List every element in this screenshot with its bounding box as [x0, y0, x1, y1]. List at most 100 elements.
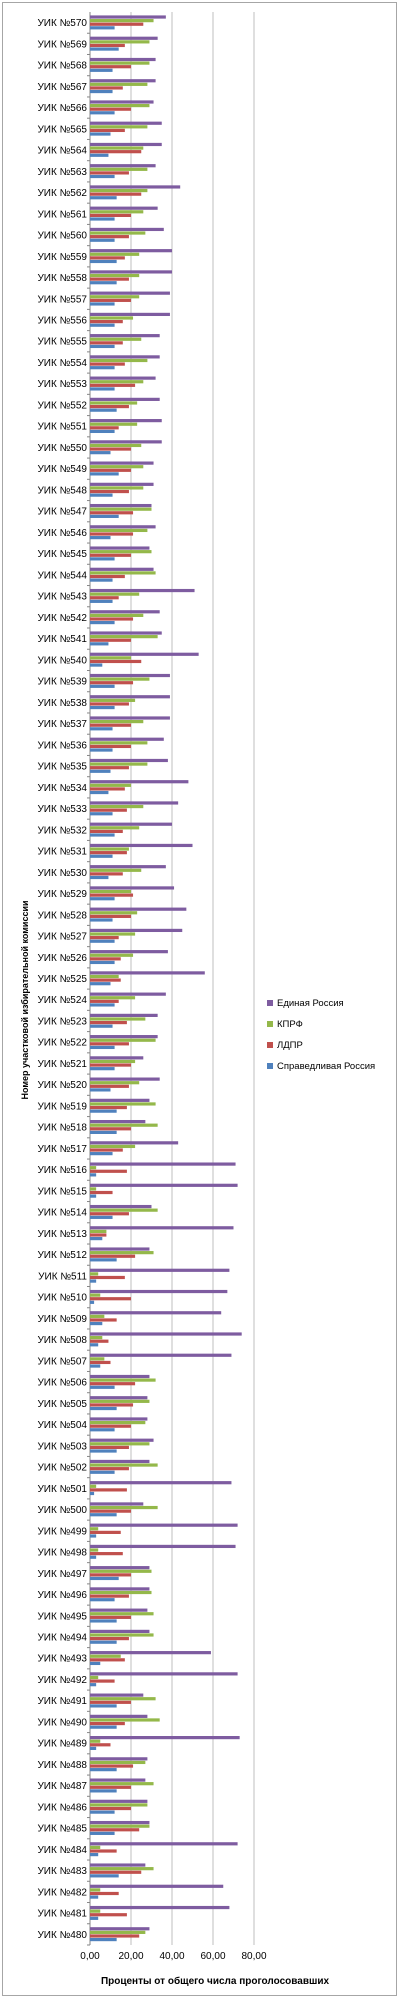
- category-label: УИК №508: [37, 1335, 87, 1346]
- bar: [90, 57, 156, 62]
- bar: [90, 298, 131, 302]
- bar: [90, 727, 113, 731]
- category-label: УИК №560: [37, 231, 87, 242]
- bar: [90, 1187, 97, 1191]
- legend-swatch: [267, 1063, 273, 1069]
- bar: [90, 277, 129, 281]
- bars-group: [90, 15, 242, 1942]
- bar: [90, 316, 134, 320]
- bar: [90, 426, 119, 430]
- bar: [90, 302, 115, 306]
- bar: [90, 1509, 131, 1513]
- bar: [90, 422, 138, 426]
- bar: [90, 928, 183, 933]
- category-label: УИК №541: [37, 634, 87, 645]
- bar: [90, 210, 144, 214]
- bar: [90, 1736, 240, 1740]
- category-label: УИК №500: [37, 1505, 87, 1516]
- bar: [90, 659, 142, 664]
- bar: [90, 1683, 97, 1687]
- bar: [90, 1109, 117, 1113]
- bar: [90, 574, 125, 579]
- bar: [90, 829, 123, 834]
- bar: [90, 1449, 117, 1453]
- bar: [90, 1272, 99, 1276]
- category-labels: УИК №570 УИК №569 УИК №568 УИК №567 УИК №566…: [37, 18, 90, 1946]
- bar: [90, 1782, 154, 1786]
- category-label: УИК №489: [37, 1739, 87, 1750]
- category-label: УИК №495: [37, 1611, 87, 1622]
- bar: [90, 588, 195, 593]
- bar: [90, 344, 115, 349]
- bar: [90, 1300, 95, 1304]
- bar: [90, 596, 119, 600]
- category-label: УИК №504: [37, 1420, 87, 1431]
- bar: [90, 1233, 107, 1237]
- bar: [90, 1318, 117, 1322]
- bar: [90, 26, 115, 30]
- bar: [90, 337, 142, 341]
- bar: [90, 150, 142, 154]
- bar: [90, 1888, 101, 1892]
- bar: [90, 1891, 119, 1896]
- category-label: УИК №516: [37, 1165, 87, 1176]
- bar: [90, 1353, 232, 1357]
- bar: [90, 1445, 129, 1450]
- bar: [90, 953, 134, 957]
- legend-swatch: [267, 1021, 273, 1027]
- bar: [90, 383, 136, 387]
- bar: [90, 461, 154, 465]
- bar: [90, 780, 189, 784]
- bar: [90, 1382, 136, 1386]
- bar: [90, 1463, 158, 1467]
- bar: [90, 142, 162, 147]
- bar: [90, 1081, 140, 1085]
- category-label: УИК №490: [37, 1717, 87, 1728]
- bar: [90, 1428, 115, 1432]
- bar: [90, 528, 148, 533]
- bar: [90, 1098, 150, 1102]
- category-label: УИК №528: [37, 910, 87, 921]
- bar: [90, 40, 150, 44]
- bar: [90, 323, 115, 327]
- bar: [90, 1658, 125, 1662]
- bar: [90, 1088, 111, 1092]
- bar: [90, 1527, 99, 1531]
- bar: [90, 1183, 238, 1187]
- bar: [90, 939, 115, 943]
- bar: [90, 1403, 134, 1407]
- category-label: УИК №538: [37, 698, 87, 709]
- bar: [90, 249, 172, 253]
- bar: [90, 1268, 230, 1272]
- bar: [90, 1332, 242, 1336]
- category-label: УИК №524: [37, 995, 87, 1006]
- category-label: УИК №526: [37, 953, 87, 964]
- legend-label: Справедливая Россия: [277, 1061, 375, 1072]
- bar: [90, 992, 166, 996]
- bar: [90, 868, 142, 872]
- x-tick-label: 20,00: [118, 1951, 143, 1962]
- bar: [90, 1746, 97, 1751]
- category-label: УИК №554: [37, 358, 87, 369]
- bar: [90, 999, 119, 1003]
- bar: [90, 971, 205, 975]
- bar: [90, 1130, 117, 1134]
- bar: [90, 1764, 134, 1768]
- category-label: УИК №559: [37, 252, 87, 263]
- bar: [90, 65, 131, 69]
- bar: [90, 376, 156, 380]
- category-label: УИК №510: [37, 1293, 87, 1304]
- bar: [90, 15, 166, 19]
- category-label: УИК №542: [37, 613, 87, 624]
- bar: [90, 107, 131, 111]
- bar: [90, 89, 113, 94]
- category-label: УИК №481: [37, 1909, 87, 1920]
- bar: [90, 1491, 95, 1496]
- bar: [90, 1148, 123, 1152]
- category-label: УИК №505: [37, 1399, 87, 1410]
- bar: [90, 429, 115, 434]
- bar: [90, 1863, 146, 1867]
- bar: [90, 932, 136, 936]
- category-label: УИК №501: [37, 1484, 87, 1495]
- bar: [90, 295, 140, 299]
